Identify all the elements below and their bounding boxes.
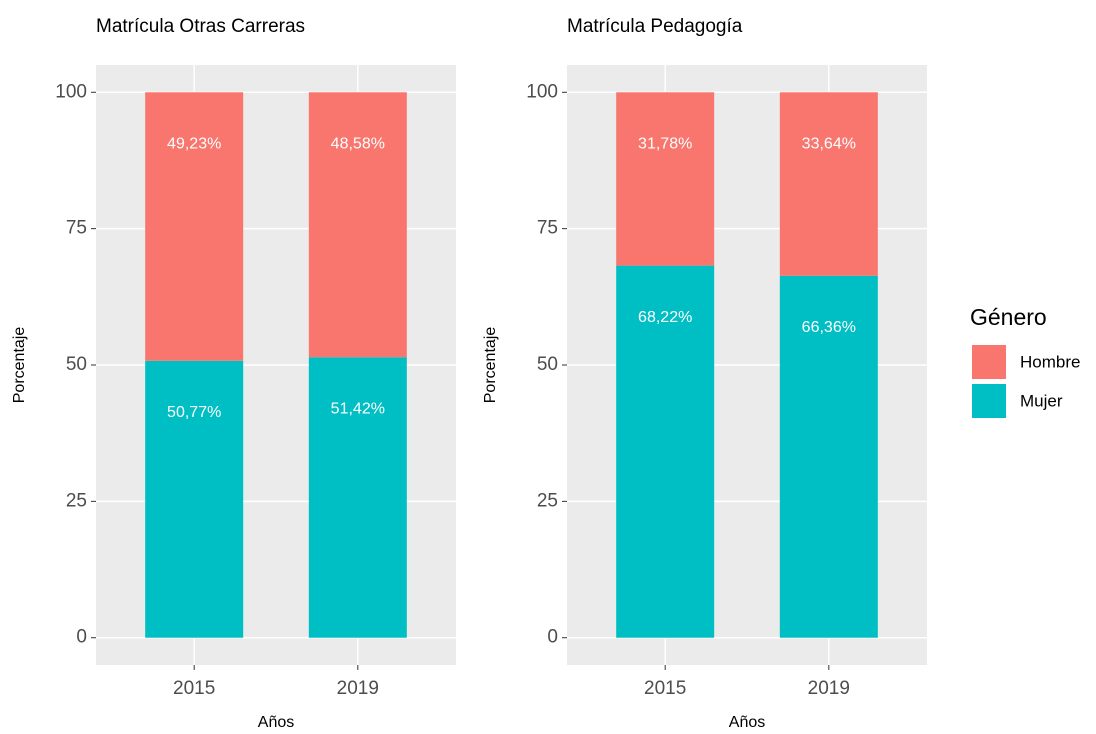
legend-title: Género <box>970 304 1047 330</box>
y-axis-label: Porcentaje <box>11 327 28 404</box>
bar-segment <box>145 360 244 638</box>
legend-key <box>972 384 1006 418</box>
x-tick-label: 2019 <box>337 678 379 699</box>
value-label: 51,42% <box>331 400 385 417</box>
legend-label: Hombre <box>1020 352 1080 371</box>
y-tick-label: 50 <box>66 354 87 375</box>
bar-segment <box>779 275 878 638</box>
x-axis-label: Años <box>258 714 294 731</box>
bar-segment <box>779 92 878 276</box>
y-tick-label: 100 <box>55 81 87 102</box>
value-label: 31,78% <box>638 135 692 152</box>
bar-segment <box>616 265 715 638</box>
value-label: 66,36% <box>802 319 856 336</box>
chart-title: Matrícula Pedagogía <box>567 16 743 37</box>
x-axis-label: Años <box>729 714 765 731</box>
legend-key <box>972 345 1006 379</box>
y-tick-label: 75 <box>537 218 558 239</box>
bar-segment <box>616 92 715 266</box>
y-tick-label: 75 <box>66 218 87 239</box>
y-axis-label: Porcentaje <box>482 327 499 404</box>
value-label: 49,23% <box>167 135 221 152</box>
x-tick-label: 2015 <box>173 678 215 699</box>
bar-segment <box>145 92 244 361</box>
legend-label: Mujer <box>1020 391 1063 410</box>
y-tick-label: 0 <box>76 627 87 648</box>
x-tick-label: 2019 <box>808 678 850 699</box>
y-tick-label: 25 <box>66 490 87 511</box>
bar-segment <box>308 357 407 638</box>
value-label: 50,77% <box>167 404 221 421</box>
chart-title: Matrícula Otras Carreras <box>96 16 305 37</box>
value-label: 48,58% <box>331 135 385 152</box>
y-tick-label: 50 <box>537 354 558 375</box>
y-tick-label: 100 <box>526 81 558 102</box>
x-tick-label: 2015 <box>644 678 686 699</box>
value-label: 68,22% <box>638 309 692 326</box>
bar-segment <box>308 92 407 358</box>
y-tick-label: 25 <box>537 490 558 511</box>
y-tick-label: 0 <box>547 627 558 648</box>
value-label: 33,64% <box>802 135 856 152</box>
